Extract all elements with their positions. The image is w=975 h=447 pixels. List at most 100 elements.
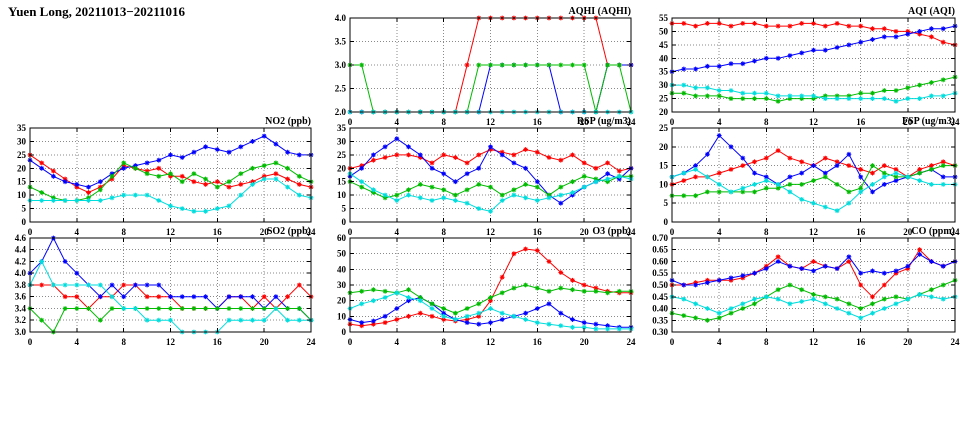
svg-text:30: 30: [659, 80, 669, 90]
svg-text:20: 20: [17, 163, 27, 173]
tick-labels: 0 4 8 12 16 20 24 3.0 3.23.4 3.6 3.8 4.04.2 4.4 4.6: [15, 233, 316, 347]
tick-marks: [671, 17, 956, 113]
svg-text:10: 10: [337, 190, 347, 200]
svg-text:30: 30: [337, 136, 347, 146]
svg-text:0: 0: [670, 337, 675, 347]
svg-text:24: 24: [951, 227, 961, 237]
tick-labels: 0 4 8 12 16 20 24 0.30 0.350.40 0.45 0.50 0.550.60 0…: [652, 233, 960, 347]
svg-text:60: 60: [337, 233, 347, 243]
svg-text:0: 0: [348, 337, 353, 347]
svg-text:50: 50: [337, 249, 347, 259]
svg-text:10: 10: [659, 179, 669, 189]
svg-text:4: 4: [395, 117, 400, 127]
svg-text:25: 25: [659, 94, 669, 104]
svg-text:20: 20: [337, 296, 347, 306]
svg-text:8: 8: [441, 337, 446, 347]
svg-text:8: 8: [764, 337, 769, 347]
svg-text:8: 8: [121, 227, 126, 237]
svg-text:30: 30: [337, 280, 347, 290]
svg-text:35: 35: [17, 123, 27, 133]
svg-text:35: 35: [337, 123, 347, 133]
svg-text:20: 20: [580, 337, 590, 347]
svg-text:0: 0: [664, 217, 669, 227]
svg-text:20: 20: [659, 142, 669, 152]
tick-marks: [349, 17, 632, 113]
chart-svg-co: 0 4 8 12 16 20 24 0.30 0.350.40 0.45 0.50 0.550.60 0…: [652, 226, 960, 347]
svg-text:4: 4: [717, 227, 722, 237]
svg-text:12: 12: [166, 227, 176, 237]
svg-text:4: 4: [75, 227, 80, 237]
svg-text:16: 16: [213, 227, 223, 237]
tick-labels: 0 4 8 12 16 20 24 2.0 2.5 3.0 3.5 4.0: [335, 13, 636, 127]
svg-text:20: 20: [580, 227, 590, 237]
series-red-points: [347, 147, 634, 174]
svg-text:20: 20: [260, 227, 270, 237]
svg-text:8: 8: [764, 117, 769, 127]
tick-labels: 0 4 8 12 16 20 24 0 10 20 30 40 50 60: [337, 233, 636, 347]
tick-labels: 0 4 8 12 16 20 24 0 5 10 15 20 25 30 35: [17, 123, 316, 237]
svg-text:12: 12: [486, 227, 496, 237]
svg-text:4: 4: [75, 337, 80, 347]
svg-text:12: 12: [486, 117, 496, 127]
svg-text:24: 24: [627, 337, 637, 347]
gridlines: [672, 238, 955, 332]
svg-text:0: 0: [348, 117, 353, 127]
chart-co: 0 4 8 12 16 20 24 0.30 0.35 0.40 0.45 0.50 0.55 0.60 0…: [642, 222, 964, 352]
svg-text:16: 16: [856, 117, 866, 127]
svg-text:0: 0: [670, 117, 675, 127]
svg-text:12: 12: [486, 337, 496, 347]
svg-text:0: 0: [348, 227, 353, 237]
series-red-points: [669, 21, 958, 48]
svg-text:20: 20: [260, 337, 270, 347]
tick-marks: [29, 127, 312, 223]
chart-title: CO (ppm): [911, 226, 955, 237]
svg-text:0.65: 0.65: [652, 245, 668, 255]
svg-text:3.4: 3.4: [15, 304, 27, 314]
svg-text:12: 12: [166, 337, 176, 347]
chart-title: RSP (ug/m3): [577, 116, 631, 127]
svg-text:12: 12: [809, 227, 819, 237]
svg-text:16: 16: [856, 227, 866, 237]
svg-text:24: 24: [627, 117, 637, 127]
svg-text:35: 35: [659, 67, 669, 77]
svg-text:24: 24: [307, 227, 317, 237]
svg-text:25: 25: [17, 150, 27, 160]
svg-text:0: 0: [342, 217, 347, 227]
svg-text:0.70: 0.70: [652, 233, 668, 243]
svg-text:20: 20: [903, 117, 913, 127]
svg-text:0: 0: [28, 337, 33, 347]
svg-text:3.8: 3.8: [15, 280, 27, 290]
svg-text:20: 20: [903, 337, 913, 347]
svg-text:15: 15: [337, 177, 347, 187]
svg-text:0: 0: [22, 217, 27, 227]
svg-text:16: 16: [533, 227, 543, 237]
chart-svg-aqi: 0 4 8 12 16 20 24 20 25 30 35 40 45 50 55 AQI (AQI): [659, 6, 960, 127]
svg-text:4: 4: [395, 337, 400, 347]
svg-text:0.40: 0.40: [652, 304, 668, 314]
chart-title: NO2 (ppb): [265, 116, 311, 127]
svg-text:20: 20: [337, 163, 347, 173]
chart-svg-aqhi: 0 4 8 12 16 20 24 2.0 2.5 3.0 3.5 4.0 AQHI (AQHI): [335, 6, 636, 127]
svg-text:2.0: 2.0: [335, 107, 347, 117]
svg-text:12: 12: [809, 337, 819, 347]
tick-marks: [349, 237, 632, 333]
svg-text:55: 55: [659, 13, 669, 23]
svg-text:16: 16: [213, 337, 223, 347]
svg-text:10: 10: [337, 311, 347, 321]
chart-svg-fsp: 0 4 8 12 16 20 24 0 5 10 15 20 25 FSP (ug/m3): [659, 116, 961, 237]
svg-text:4.0: 4.0: [335, 13, 347, 23]
svg-text:20: 20: [580, 117, 590, 127]
chart-svg-rsp: 0 4 8 12 16 20 24 0 5 10 15 20 25 30 35 RSP (ug/m3): [337, 116, 636, 237]
svg-text:40: 40: [337, 264, 347, 274]
page-title: Yuen Long, 20211013−20211016: [8, 4, 186, 19]
series-red-line: [349, 248, 631, 327]
gridlines: [672, 18, 955, 112]
svg-text:40: 40: [659, 53, 669, 63]
svg-text:30: 30: [17, 136, 27, 146]
chart-svg-no2: 0 4 8 12 16 20 24 0 5 10 15 20 25 30 35 NO2 (ppb): [17, 116, 316, 237]
chart-rsp: 0 4 8 12 16 20 24 0 5 10 15 20 25 30 35 RSP (ug/m3): [320, 112, 640, 242]
svg-text:2.5: 2.5: [335, 84, 347, 94]
tick-marks: [349, 127, 632, 223]
